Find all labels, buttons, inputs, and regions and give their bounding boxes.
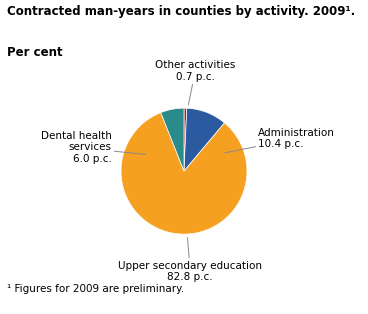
Text: Upper secondary education
82.8 p.c.: Upper secondary education 82.8 p.c.	[118, 237, 262, 282]
Text: ¹ Figures for 2009 are preliminary.: ¹ Figures for 2009 are preliminary.	[7, 284, 184, 294]
Wedge shape	[184, 108, 187, 171]
Wedge shape	[121, 113, 247, 234]
Text: Administration
10.4 p.c.: Administration 10.4 p.c.	[224, 127, 335, 153]
Text: Other activities
0.7 p.c.: Other activities 0.7 p.c.	[155, 60, 236, 105]
Wedge shape	[161, 108, 184, 171]
Text: Per cent: Per cent	[7, 46, 63, 58]
Text: Contracted man-years in counties by activity. 2009¹.: Contracted man-years in counties by acti…	[7, 5, 355, 18]
Wedge shape	[184, 108, 224, 171]
Text: Dental health
services
6.0 p.c.: Dental health services 6.0 p.c.	[41, 131, 146, 164]
